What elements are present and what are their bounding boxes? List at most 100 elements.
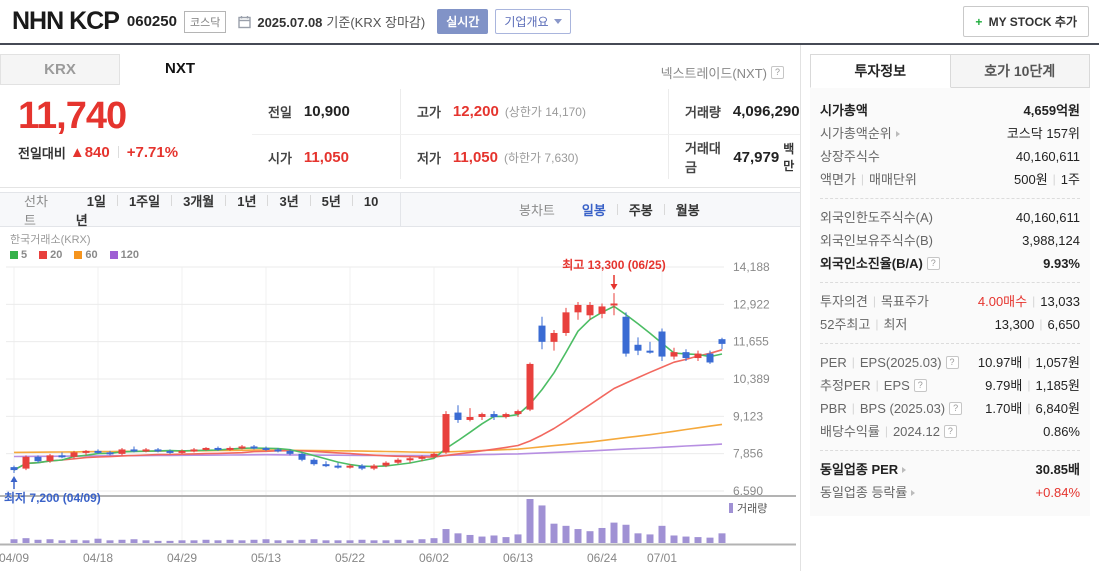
plus-icon: + (975, 15, 982, 29)
row-value: 40,160,611 (1016, 206, 1080, 229)
svg-text:14,188: 14,188 (733, 260, 770, 274)
dashed-divider (820, 198, 1080, 199)
svg-text:06/02: 06/02 (419, 551, 449, 565)
candle-chart-periods: 봉차트 일봉주봉월봉 (400, 193, 800, 226)
divider: | (856, 168, 869, 191)
sidebar-row: PER|EPS(2025.03)? 10.97배 | 1,057원 (820, 351, 1080, 374)
line-chart-periods: 선차트 1일1주일3개월1년3년5년10년 (0, 193, 400, 226)
svg-text:07/01: 07/01 (647, 551, 677, 565)
row-value-group: 0.86% (1043, 420, 1080, 443)
svg-text:04/18: 04/18 (83, 551, 113, 565)
ma-period: 5 (21, 249, 27, 261)
row-label: 최저 (883, 313, 907, 336)
tab-krx[interactable]: KRX (0, 54, 120, 85)
help-icon[interactable]: ? (927, 257, 940, 270)
row-value-group: 13,300|6,650 (995, 313, 1080, 336)
caret-down-icon (554, 19, 562, 24)
chart-period-주봉[interactable]: 주봉 (618, 203, 664, 218)
row-label: 동일업종 등락률 (820, 481, 907, 504)
sidebar-tab-호가 10단계[interactable]: 호가 10단계 (951, 54, 1091, 87)
price-panel: 11,740 전일대비 ▲ 840 +7.71% 전일10,900고가12,20… (0, 85, 800, 188)
legend-swatch-icon (10, 251, 18, 259)
row-label-group: 추정PER|EPS? (820, 374, 927, 397)
chart-period-5년[interactable]: 5년 (311, 194, 352, 209)
sidebar-row: 상장주식수40,160,611 (820, 145, 1080, 168)
row-value: 10.97배 (978, 351, 1023, 374)
help-icon[interactable]: ? (944, 425, 957, 438)
svg-text:7,856: 7,856 (733, 447, 763, 461)
row-label-group: PER|EPS(2025.03)? (820, 351, 959, 374)
sidebar-row[interactable]: 동일업종 등락률+0.84% (820, 481, 1080, 504)
row-value: 4,659억원 (1024, 99, 1080, 122)
divider: | (847, 351, 860, 374)
divider (118, 146, 119, 158)
row-label: 매매단위 (869, 168, 917, 191)
divider: | (1034, 313, 1047, 336)
row-label: BPS (2025.03) (860, 397, 945, 420)
svg-text:06/13: 06/13 (503, 551, 533, 565)
sidebar-tab-투자정보[interactable]: 투자정보 (810, 54, 951, 88)
chart-legend: 한국거래소(KRX) 52060120 (10, 231, 139, 261)
divider: | (871, 374, 884, 397)
chart-period-일봉[interactable]: 일봉 (571, 203, 617, 218)
detail-label: 고가 (417, 102, 441, 121)
chart-period-1년[interactable]: 1년 (226, 194, 267, 209)
sidebar-row[interactable]: 동일업종 PER 30.85배 (820, 458, 1080, 481)
detail-value: 11,050 (304, 149, 349, 166)
row-value: 1.70배 (985, 397, 1022, 420)
company-overview-button[interactable]: 기업개요 (495, 9, 570, 34)
row-label-group: 시가총액 (820, 99, 868, 122)
sidebar-row: 외국인소진율(B/A)?9.93% (820, 252, 1080, 275)
row-value-group: 9.93% (1043, 252, 1080, 275)
row-label-group: 외국인보유주식수(B) (820, 229, 933, 252)
ma-period: 60 (85, 249, 97, 261)
row-value-group: 500원|1주 (1014, 168, 1080, 191)
row-label-group: PBR|BPS (2025.03)? (820, 397, 962, 420)
row-value: 1,057원 (1036, 351, 1081, 374)
row-value: 6,840원 (1036, 397, 1081, 420)
divider: | (868, 290, 881, 313)
ma-legend-120: 120 (110, 249, 139, 261)
sidebar-tabs: 투자정보호가 10단계 (810, 54, 1090, 88)
help-icon[interactable]: ? (771, 66, 784, 79)
detail-cell: 거래대금47,979백만 (668, 135, 800, 179)
help-icon[interactable]: ? (914, 379, 927, 392)
price-details-table: 전일10,900고가12,200(상한가 14,170)거래량4,096,290… (252, 89, 800, 179)
row-label-group: 액면가|매매단위 (820, 168, 917, 191)
svg-text:거래량: 거래량 (737, 502, 767, 515)
row-label: 배당수익률 (820, 420, 880, 443)
nxt-note: 넥스트레이드(NXT) ? (661, 63, 784, 82)
divider: | (870, 313, 883, 336)
detail-value: 4,096,290 (733, 103, 800, 120)
help-icon[interactable]: ? (946, 356, 959, 369)
chart-period-3개월[interactable]: 3개월 (172, 194, 225, 209)
details-row: 시가11,050저가11,050(하한가 7,630)거래대금47,979백만 (252, 134, 800, 179)
help-icon[interactable]: ? (949, 402, 962, 415)
chart-period-월봉[interactable]: 월봉 (665, 203, 711, 218)
realtime-button[interactable]: 실시간 (437, 9, 488, 34)
row-value: 0.86% (1043, 420, 1080, 443)
chart-period-1일[interactable]: 1일 (76, 194, 117, 209)
row-label-group: 52주최고|최저 (820, 313, 907, 336)
row-value-group: 40,160,611 (1016, 145, 1080, 168)
row-value-group: 30.85배 (1036, 458, 1081, 481)
chart-period-3년[interactable]: 3년 (268, 194, 309, 209)
sidebar-row: PBR|BPS (2025.03)?1.70배|6,840원 (820, 397, 1080, 420)
row-label: 동일업종 PER (820, 458, 898, 481)
row-value-group: 4,659억원 (1024, 99, 1080, 122)
sidebar-row[interactable]: 시가총액순위코스닥 157위 (820, 122, 1080, 145)
row-label: EPS (884, 374, 910, 397)
tab-nxt[interactable]: NXT (120, 54, 240, 85)
row-value: 500원 (1014, 168, 1048, 191)
row-value: 9.79배 (985, 374, 1022, 397)
row-value: 13,033 (1040, 290, 1080, 313)
row-value: 코스닥 157위 (1007, 122, 1080, 145)
row-value: 4.00매수 (978, 290, 1027, 313)
chart-period-1주일[interactable]: 1주일 (118, 194, 171, 209)
add-mystock-button[interactable]: + MY STOCK 추가 (963, 6, 1089, 37)
detail-limit: (하한가 7,630) (504, 149, 578, 166)
stock-name: NHN KCP (12, 7, 119, 36)
detail-unit: 백만 (783, 140, 800, 174)
detail-value: 12,200 (453, 103, 499, 120)
candlestick-plot: 14,18812,92211,65510,3899,1237,8566,590거… (0, 227, 800, 573)
